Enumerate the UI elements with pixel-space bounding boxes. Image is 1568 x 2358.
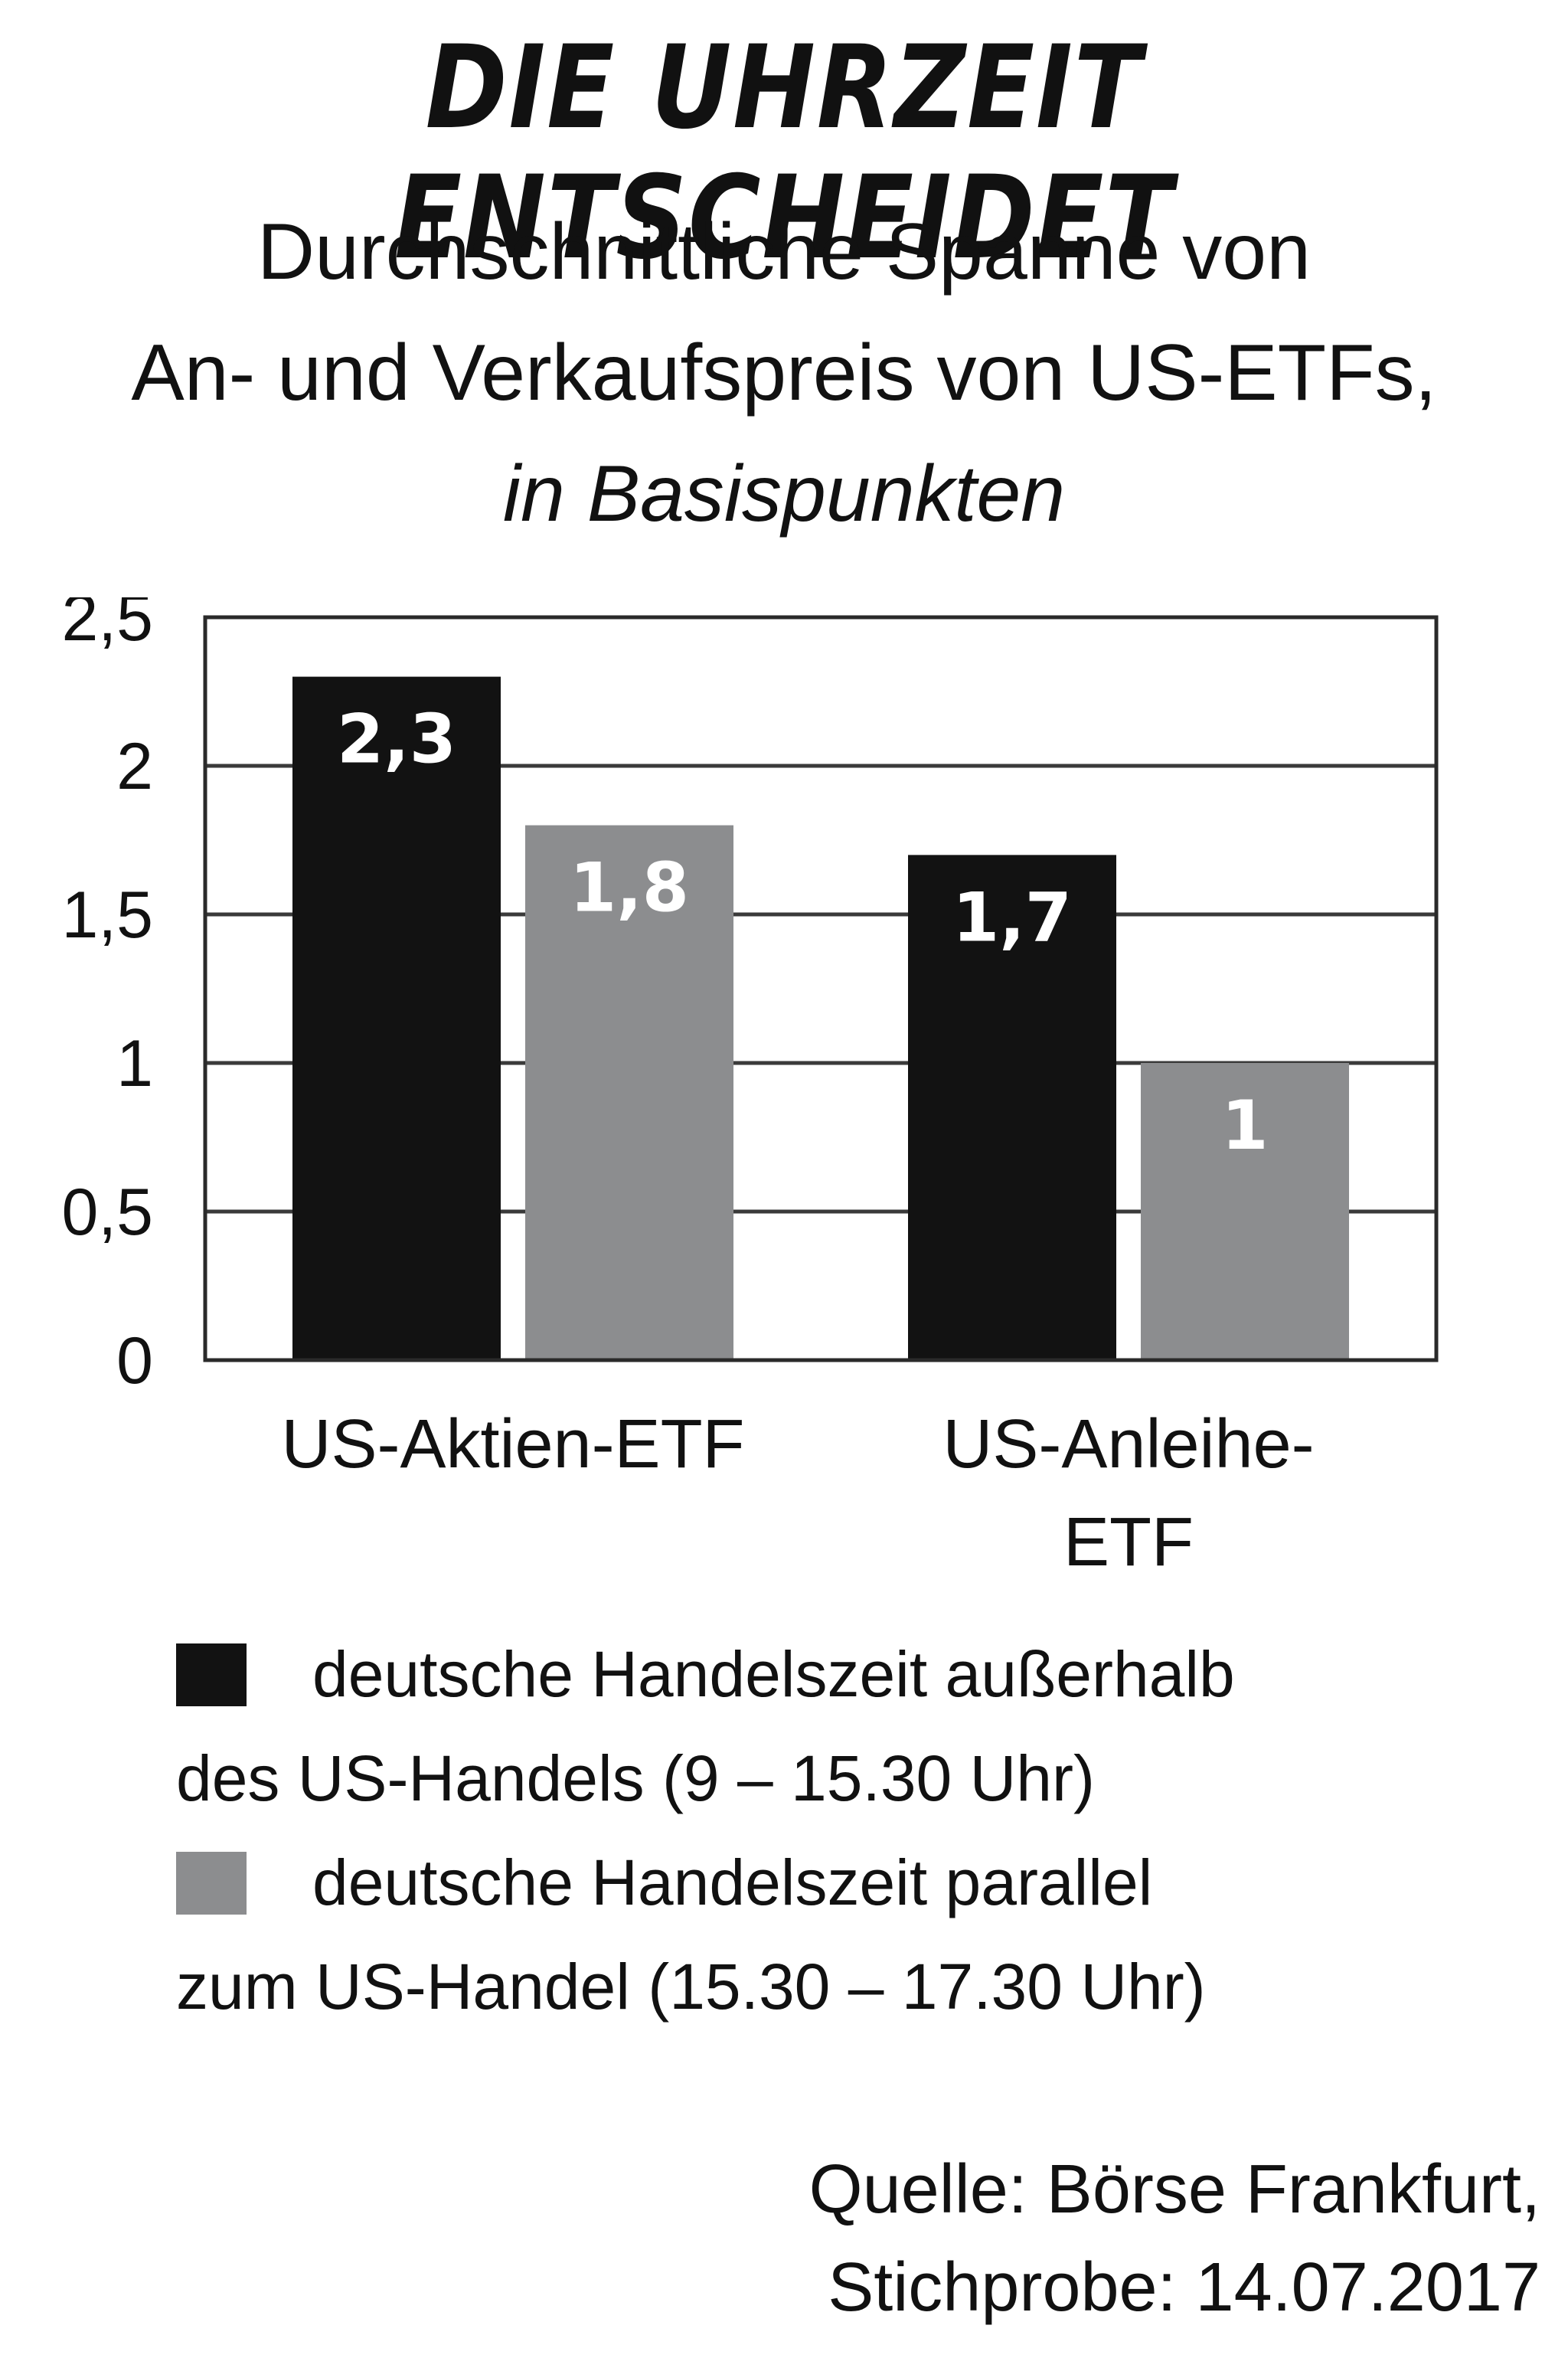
subtitle-line-1: Durchschnittliche Spanne von — [257, 208, 1311, 296]
legend-item-outside-us-hours: deutsche Handelszeit außerhalb des US-Ha… — [176, 1622, 1539, 1830]
legend-label-line-1: deutsche Handelszeit außerhalb — [312, 1638, 1235, 1710]
subtitle-line-2: An- und Verkaufspreis von US-ETFs, — [131, 329, 1437, 417]
y-tick-label: 0,5 — [61, 1176, 153, 1249]
y-tick-label: 2 — [116, 730, 153, 803]
y-tick-label: 0 — [116, 1324, 153, 1398]
plot-frame — [203, 615, 1439, 1362]
chart-subtitle: Durchschnittliche Spanne von An- und Ver… — [0, 191, 1568, 554]
unit-label: in Basispunkten — [502, 450, 1066, 538]
data-label: 1,8 — [570, 849, 689, 927]
source-note: Quelle: Börse Frankfurt, Stichprobe: 14.… — [809, 2141, 1540, 2337]
x-category-label: US-Aktien-ETF — [281, 1406, 744, 1483]
data-label: 1,7 — [952, 878, 1072, 957]
chart-title: DIE UHRZEIT ENTSCHEIDET — [394, 21, 1174, 285]
source-line-2: Stichprobe: 14.07.2017 — [828, 2249, 1540, 2326]
bar — [908, 855, 1116, 1360]
bar — [525, 825, 733, 1360]
y-tick-label: 1 — [116, 1027, 153, 1101]
bar — [1141, 1063, 1349, 1360]
legend-label-line-2: zum US-Handel (15.30 – 17.30 Uhr) — [176, 1951, 1206, 2023]
source-line-1: Quelle: Börse Frankfurt, — [808, 2151, 1540, 2228]
x-category-label: ETF — [1063, 1504, 1194, 1581]
y-tick-label: 2,5 — [61, 597, 153, 655]
legend: deutsche Handelszeit außerhalb des US-Ha… — [176, 1622, 1539, 2039]
legend-swatch-black — [176, 1643, 247, 1706]
bar — [292, 676, 501, 1360]
data-label: 1 — [1221, 1086, 1268, 1165]
legend-label-line-2: des US-Handels (9 – 15.30 Uhr) — [176, 1742, 1095, 1814]
data-label: 2,3 — [337, 700, 456, 779]
x-category-label: US-Anleihe- — [942, 1406, 1314, 1483]
legend-item-parallel-us-hours: deutsche Handelszeit parallel zum US-Han… — [176, 1830, 1539, 2039]
legend-swatch-gray — [176, 1852, 247, 1915]
bar-chart: 0 0,5 1 1,5 2 2,5 2,3 1,8 US-Aktien-ETF 1,7 1 US-An… — [61, 597, 1439, 1581]
legend-label-line-1: deutsche Handelszeit parallel — [312, 1846, 1153, 1918]
y-tick-label: 1,5 — [61, 878, 153, 952]
